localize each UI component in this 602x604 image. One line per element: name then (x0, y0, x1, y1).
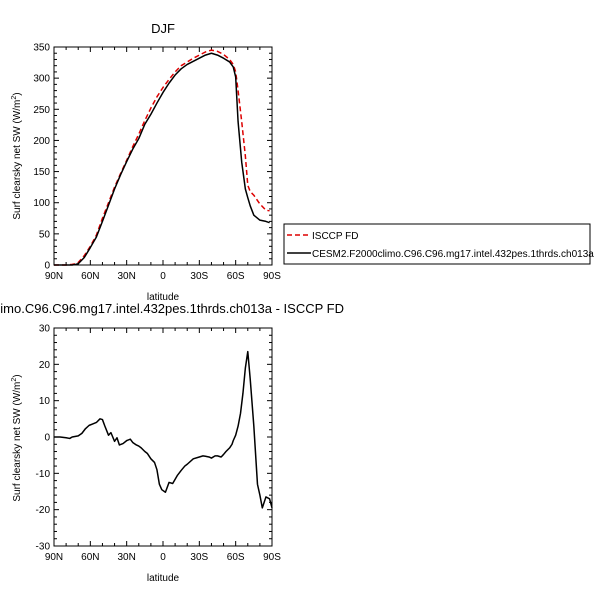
y-tick-label: 10 (39, 396, 51, 407)
y-tick-label: 30 (39, 324, 51, 335)
top-title: DJF (151, 21, 175, 36)
x-tick-label: 60S (227, 552, 245, 563)
y-tick-label: -20 (36, 505, 51, 516)
y-tick-label: 50 (39, 229, 51, 240)
x-tick-label: 90N (45, 552, 63, 563)
y-tick-label: -10 (36, 469, 51, 480)
y-tick-label: 0 (44, 433, 50, 444)
x-tick-label: 0 (160, 271, 166, 282)
y-tick-label: 250 (33, 105, 50, 116)
y-tick-label: 0 (44, 261, 50, 272)
x-tick-label: 90N (45, 271, 63, 282)
bottom-title: F2000climo.C96.C96.mg17.intel.432pes.1th… (0, 301, 344, 316)
x-tick-label: 90S (263, 271, 281, 282)
legend-label-isccp: ISCCP FD (312, 231, 359, 242)
series-line-isccp (54, 49, 270, 266)
legend: ISCCP FD CESM2.F2000climo.C96.C96.mg17.i… (283, 223, 594, 265)
bottom-plot-frame (53, 327, 273, 547)
top-plot-frame (53, 46, 273, 266)
top-xlabel: latitude (147, 292, 180, 303)
y-tick-label: 20 (39, 360, 51, 371)
top-panel: DJF 90N 60N 30N 0 30S 60S 90S 0 50 100 150 200 250 30… (11, 21, 281, 303)
series-line-difference (54, 350, 273, 509)
bottom-plot-area: 90N 60N 30N 0 30S 60S 90S -30 -20 -10 0 10 20 30 (36, 324, 282, 564)
bottom-ylabel: Surf clearsky net SW (W/m2) (11, 374, 23, 501)
x-tick-label: 30N (117, 271, 135, 282)
y-tick-label: 200 (33, 136, 50, 147)
y-tick-label: 350 (33, 43, 50, 54)
x-tick-label: 90S (263, 552, 281, 563)
x-tick-label: 30S (190, 271, 208, 282)
x-tick-label: 0 (160, 552, 166, 563)
legend-box (283, 223, 591, 265)
y-tick-label: 300 (33, 74, 50, 85)
x-tick-label: 60N (81, 552, 99, 563)
top-ylabel: Surf clearsky net SW (W/m2) (11, 92, 23, 219)
x-tick-label: 60N (81, 271, 99, 282)
top-plot-area: 90N 60N 30N 0 30S 60S 90S 0 50 100 150 200 250 300 350 (33, 43, 281, 283)
bottom-xlabel: latitude (147, 573, 180, 584)
series-line-cesm (54, 52, 270, 266)
y-tick-label: 150 (33, 167, 50, 178)
legend-label-cesm: CESM2.F2000climo.C96.C96.mg17.intel.432p… (312, 249, 594, 260)
x-tick-label: 60S (227, 271, 245, 282)
x-tick-label: 30N (117, 552, 135, 563)
y-tick-label: -30 (36, 542, 51, 553)
x-tick-label: 30S (190, 552, 208, 563)
bottom-panel: F2000climo.C96.C96.mg17.intel.432pes.1th… (0, 301, 344, 584)
y-tick-label: 100 (33, 198, 50, 209)
